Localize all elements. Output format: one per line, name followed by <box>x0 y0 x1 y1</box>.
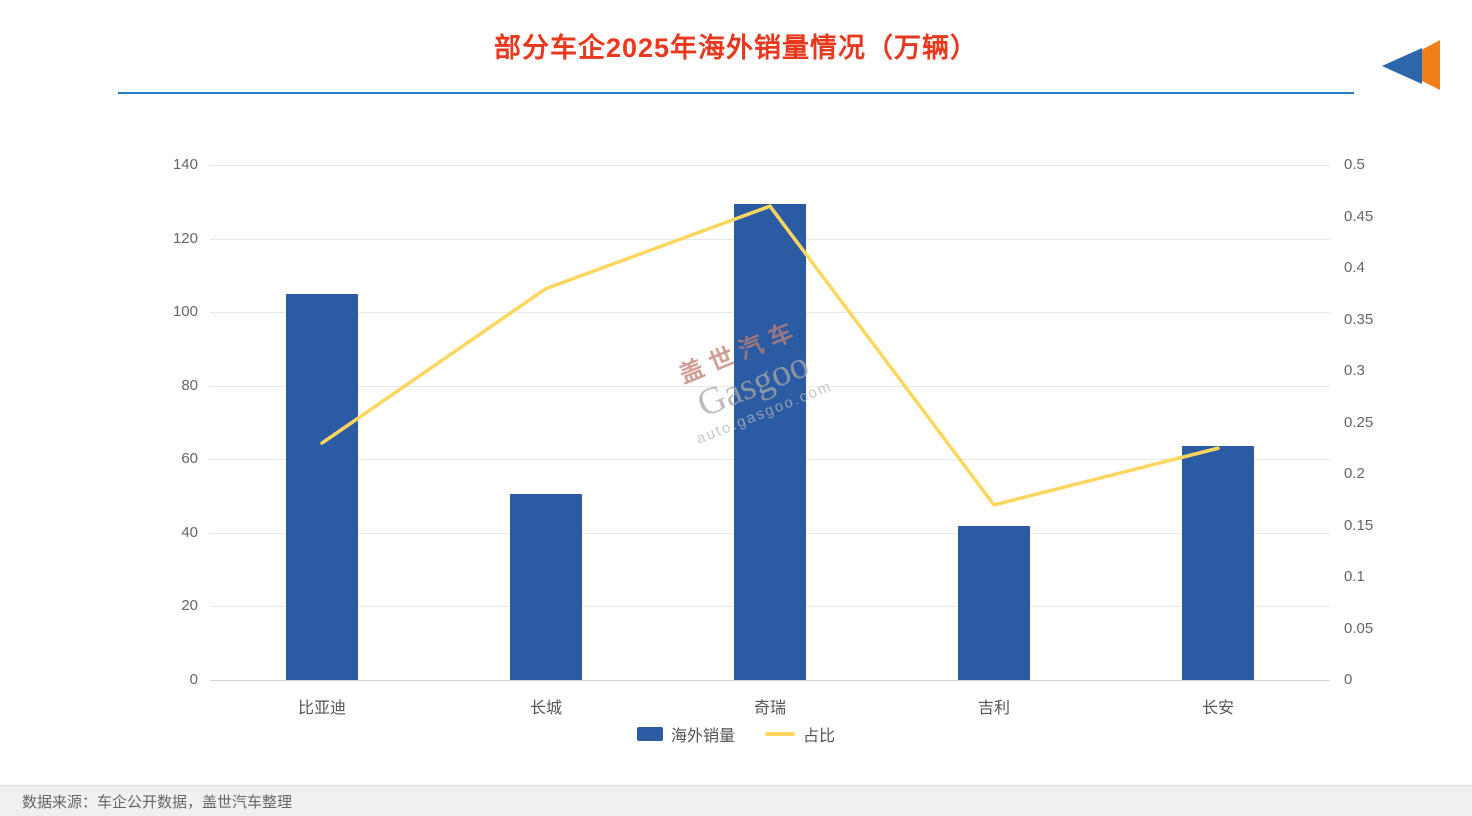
right-axis-tick: 0.1 <box>1344 568 1365 585</box>
bar-长城 <box>510 494 582 680</box>
right-axis-tick: 0.5 <box>1344 156 1365 173</box>
left-axis-tick: 80 <box>181 376 198 394</box>
legend-label-sales: 海外销量 <box>670 728 735 745</box>
gridline <box>210 165 1330 166</box>
left-axis-tick: 60 <box>181 450 198 468</box>
left-axis-tick: 120 <box>172 229 198 247</box>
logo-blue-triangle <box>1382 48 1422 84</box>
right-axis-tick: 0.45 <box>1344 207 1374 225</box>
left-axis-tick: 140 <box>172 156 198 173</box>
left-axis-tick: 0 <box>189 671 198 688</box>
bar-奇瑞 <box>734 203 806 680</box>
right-axis-tick: 0.05 <box>1344 619 1374 637</box>
gridline <box>210 680 1330 681</box>
category-label-长安: 长安 <box>1201 700 1234 717</box>
bar-长安 <box>1182 446 1254 680</box>
right-axis-tick: 0.4 <box>1344 259 1365 276</box>
right-axis-tick: 0.3 <box>1344 362 1365 379</box>
line-legend-marker-icon <box>765 732 795 736</box>
page-title: 部分车企2025年海外销量情况（万辆） <box>493 33 979 63</box>
legend-item-ratio[interactable]: 占比 <box>765 722 835 746</box>
title-underline <box>118 92 1354 94</box>
gasgoo-logo-icon <box>1378 38 1442 92</box>
category-label-长城: 长城 <box>529 700 562 717</box>
bar-legend-marker-icon <box>636 727 663 741</box>
data-source-text: 数据来源：车企公开数据，盖世汽车整理 <box>22 793 293 811</box>
left-axis-tick: 100 <box>172 303 198 321</box>
left-axis-tick: 20 <box>181 597 198 615</box>
legend-item-sales[interactable]: 海外销量 <box>636 722 735 746</box>
footer: 数据来源：车企公开数据，盖世汽车整理 <box>0 785 1472 816</box>
category-label-比亚迪: 比亚迪 <box>297 700 346 717</box>
right-axis-tick: 0.15 <box>1344 516 1374 534</box>
right-axis-tick: 0 <box>1344 671 1353 688</box>
gasgoo-logo-svg <box>1382 40 1440 90</box>
plot-area <box>210 165 1330 681</box>
header: 部分车企2025年海外销量情况（万辆） <box>0 0 1472 94</box>
bar-比亚迪 <box>286 293 358 680</box>
bar-吉利 <box>958 525 1030 680</box>
legend: 海外销量 占比 <box>0 722 1472 746</box>
left-axis-tick: 40 <box>181 523 198 541</box>
legend-label-ratio: 占比 <box>803 728 836 745</box>
category-label-吉利: 吉利 <box>977 700 1010 717</box>
right-axis-tick: 0.25 <box>1344 413 1374 431</box>
right-axis-tick: 0.35 <box>1344 310 1374 328</box>
category-label-奇瑞: 奇瑞 <box>753 700 786 717</box>
right-axis-tick: 0.2 <box>1344 465 1365 482</box>
